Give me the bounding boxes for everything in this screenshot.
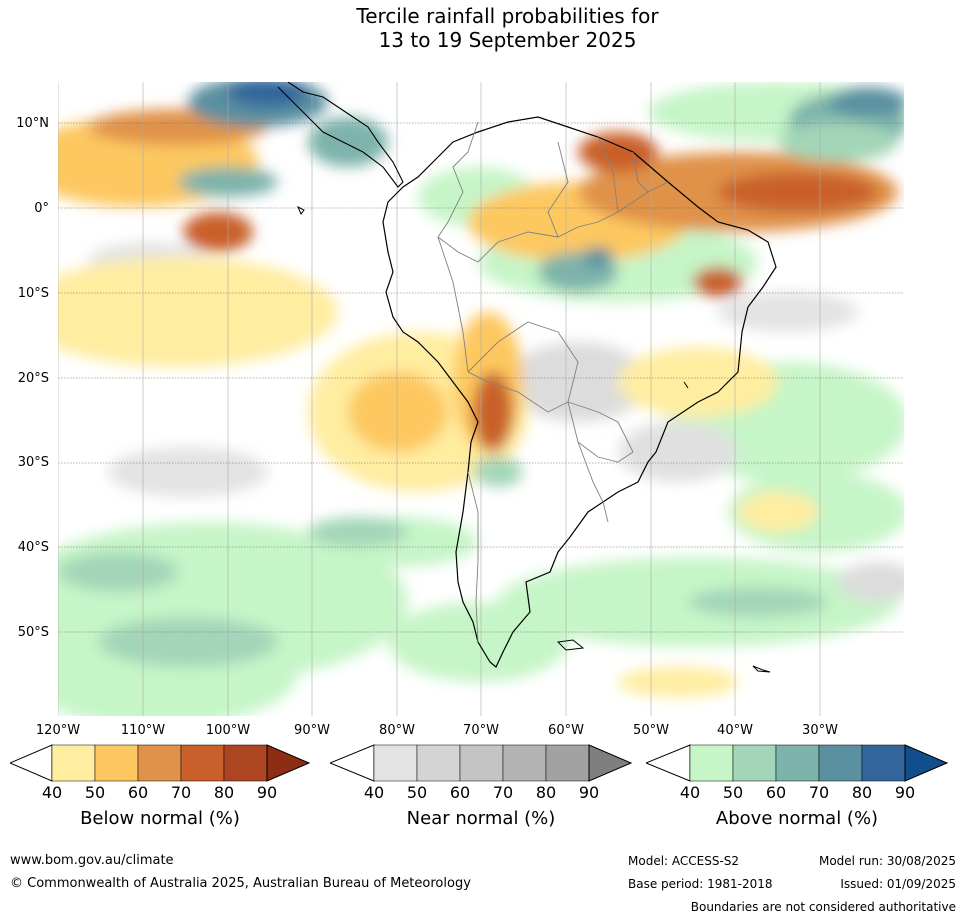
below-normal-swatch-4 [180,744,225,782]
above-tick-90: 90 [894,783,916,802]
lon-label-90w: 90°W [294,723,330,738]
above-normal-swatch-4 [818,744,863,782]
lat-label-10n: 10°N [16,116,49,131]
lon-label-110w: 110°W [120,723,166,738]
below-tick-50: 50 [84,783,106,802]
colorbar-above-normal [644,744,949,786]
near-normal-swatch-5 [545,744,590,782]
lon-label-80w: 80°W [379,723,415,738]
below-tick-60: 60 [127,783,149,802]
above-tick-50: 50 [722,783,744,802]
colorbar-below-normal [8,744,311,786]
rainfall-probability-map [58,82,904,716]
lon-label-30w: 30°W [802,723,838,738]
country-borders [437,121,669,643]
near-normal-swatch-3 [459,744,504,782]
near-tick-80: 80 [535,783,557,802]
near-tick-70: 70 [492,783,514,802]
above-normal-swatch-3 [775,744,820,782]
lat-label-20s: 20°S [17,371,49,386]
colorbar-title-below-normal: Below normal (%) [80,808,240,829]
map-title-line-1: Tercile rainfall probabilities for [356,4,659,28]
below-normal-swatch-1 [51,744,96,782]
colorbar-title-near-normal: Near normal (%) [406,808,556,829]
above-normal-swatch-5 [861,744,906,782]
near-normal-swatch-2 [416,744,461,782]
below-tick-90: 90 [256,783,278,802]
lat-label-40s: 40°S [17,540,49,555]
above-tick-60: 60 [765,783,787,802]
model-name: Model: ACCESS-S2 [628,854,740,868]
model-run-date: Model run: 30/08/2025 [818,854,956,868]
lon-label-40w: 40°W [717,723,753,738]
above-normal-swatch-1 [689,744,734,782]
above-normal-swatch-end [904,744,949,782]
below-normal-swatch-3 [137,744,182,782]
lat-label-30s: 30°S [17,455,49,470]
below-tick-40: 40 [41,783,63,802]
map-title-line-2: 13 to 19 September 2025 [378,28,637,52]
below-tick-80: 80 [213,783,235,802]
lon-label-70w: 70°W [463,723,499,738]
lat-label-50s: 50°S [17,625,49,640]
near-normal-swatch-end [588,744,633,782]
below-normal-swatch-5 [223,744,268,782]
central-america-coastline [277,82,404,188]
lat-label-0: 0° [34,201,49,216]
near-tick-40: 40 [363,783,385,802]
lon-label-100w: 100°W [205,723,251,738]
website-link[interactable]: www.bom.gov.au/climate [10,853,174,868]
near-tick-50: 50 [406,783,428,802]
colorbar-near-normal [328,744,633,786]
above-normal-swatch-2 [732,744,777,782]
near-tick-90: 90 [578,783,600,802]
copyright-text: © Commonwealth of Australia 2025, Austra… [10,876,471,891]
probability-field [58,82,904,716]
lon-label-120w: 120°W [35,723,81,738]
below-normal-swatch-2 [94,744,139,782]
above-tick-70: 70 [808,783,830,802]
near-normal-swatch-1 [373,744,418,782]
colorbar-title-above-normal: Above normal (%) [715,808,879,829]
boundaries-disclaimer: Boundaries are not considered authoritat… [690,900,956,914]
below-tick-70: 70 [170,783,192,802]
lon-label-60w: 60°W [548,723,584,738]
above-tick-80: 80 [851,783,873,802]
below-normal-swatch-end [266,744,311,782]
issued-date: Issued: 01/09/2025 [840,877,956,891]
lon-label-50w: 50°W [633,723,669,738]
lat-label-10s: 10°S [17,286,49,301]
colorbar-below-normal-swatches [8,744,311,782]
near-normal-swatch-4 [502,744,547,782]
above-tick-40: 40 [679,783,701,802]
near-tick-60: 60 [449,783,471,802]
south-america-coastline [382,116,777,668]
base-period: Base period: 1981-2018 [628,877,773,891]
